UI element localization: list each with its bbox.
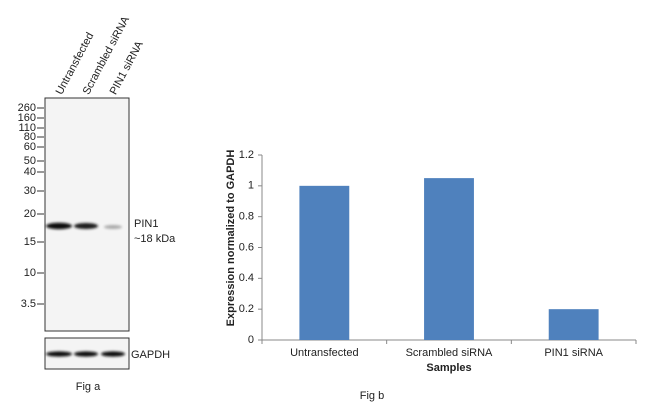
marker-label: 30 [24,185,36,197]
marker-label: 15 [24,236,36,248]
band [74,223,98,229]
band [46,222,72,230]
bar [548,309,599,340]
band [101,351,125,357]
x-axis-title: Samples [426,362,471,374]
y-tick-label: 1.2 [239,149,254,161]
marker-label: 110 [18,122,36,134]
bar [299,185,350,340]
band-label: PIN1 [134,218,158,230]
marker-label: 260 [18,102,36,114]
y-tick-label: 0.8 [239,211,254,223]
y-tick-label: 1 [248,180,254,192]
y-tick-label: 0.4 [239,272,254,284]
caption: Fig b [360,390,384,402]
y-tick-label: 0.2 [239,303,254,315]
marker-label: 80 [24,131,36,143]
y-tick-label: 0 [248,334,254,346]
marker-label: 10 [24,267,36,279]
marker-label: 20 [24,208,36,220]
x-tick-label: PIN1 siRNA [544,347,603,359]
y-tick-label: 0.6 [239,241,254,253]
marker-label: 3.5 [21,298,36,310]
caption: Fig a [76,381,101,393]
band [104,225,122,229]
marker-label: 50 [24,155,36,167]
marker-label: 40 [24,166,36,178]
band [74,351,98,357]
x-tick-label: Untransfected [290,347,358,359]
y-axis-title: Expression normalized to GAPDH [225,150,237,327]
bar [424,178,474,340]
band-size: ~18 kDa [134,233,176,245]
band [46,351,72,357]
marker-label: 60 [24,141,36,153]
blot-membrane [44,97,130,332]
marker-label: 160 [18,112,36,124]
control-label: GAPDH [131,349,170,361]
x-tick-label: Scrambled siRNA [406,347,493,359]
